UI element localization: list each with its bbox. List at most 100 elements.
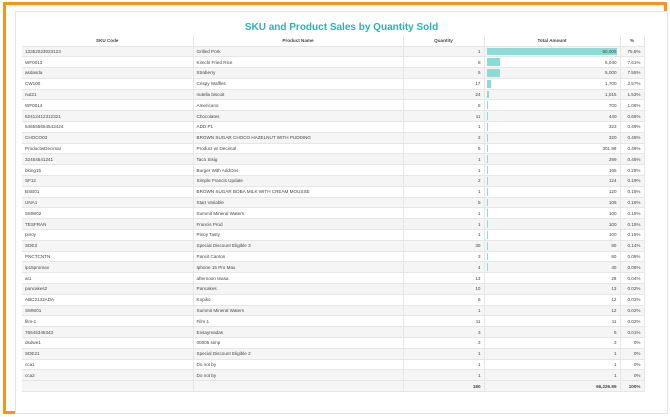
amount-value: 5,000 — [605, 70, 617, 76]
percent: 0.02% — [620, 315, 645, 328]
total-amount-cell: 105 — [484, 197, 621, 209]
quantity: 3 — [403, 251, 485, 263]
header-percent[interactable]: % — [620, 35, 645, 47]
sku-code: SMW02 — [22, 207, 194, 220]
quantity: 2 — [403, 132, 485, 144]
table-row: cca1 Do not by 1 1 0% — [22, 359, 645, 371]
percent: 0.16% — [620, 197, 645, 209]
percent: 0.49% — [620, 121, 645, 133]
quantity: 1 — [403, 229, 485, 241]
quantity: 1 — [403, 207, 485, 220]
total-amount-cell: 299 — [484, 153, 621, 166]
quantity: 5 — [403, 197, 485, 209]
sku-code: SMW01 — [22, 305, 194, 317]
amount-bar — [486, 101, 489, 110]
total-amount-cell: 12 — [484, 305, 621, 317]
report-frame: SKU and Product Sales by Quantity Sold S… — [3, 2, 668, 414]
sku-code: pinoy — [22, 229, 194, 241]
table-row: SDE21 Special Discount Eligible 2 1 1 0% — [22, 348, 645, 360]
table-row: CW100 Crispy Waffles 17 1,700 2.57% — [22, 78, 645, 90]
percent: 0.09% — [620, 251, 645, 263]
quantity: 13 — [403, 272, 485, 285]
product-name: Chocolates — [193, 110, 404, 123]
total-amount-cell: 50,000 — [484, 46, 621, 58]
sku-code: ABC2132ADA — [22, 294, 194, 306]
quantity: 3 — [403, 337, 485, 349]
product-name: Kimchi Fried Rice — [193, 56, 404, 69]
amount-value: 165 — [608, 167, 617, 173]
total-amount-cell: 6 — [484, 326, 621, 339]
amount-value: 301.99 — [602, 146, 617, 152]
product-name: Do not by — [193, 359, 404, 371]
quantity: 1 — [403, 164, 485, 177]
percent: 0.15% — [620, 218, 645, 231]
percent: 0.02% — [620, 283, 645, 295]
product-name: Summit Mineral Waters — [193, 207, 404, 220]
quantity: 6 — [403, 143, 485, 155]
table-row: pinoy Pinoy Tasty 1 100 0.15% — [22, 229, 645, 241]
percent: 7.61% — [620, 56, 645, 69]
header-quantity[interactable]: Quantity — [403, 35, 485, 47]
product-name: BROWN SUGAR CHOCO HAZELNUT WITH PUDDING — [193, 132, 404, 144]
amount-value: 50,000 — [602, 48, 617, 54]
total-amount-cell: 100 — [484, 229, 621, 241]
total-amount-cell: 1 — [484, 369, 621, 382]
total-percent: 100% — [620, 380, 645, 392]
product-name: Simple Francis Update — [193, 175, 404, 187]
total-amount-cell: 165 — [484, 164, 621, 177]
table-row: SF12 Simple Francis Update 2 124 0.19% — [22, 175, 645, 187]
quantity: 10 — [403, 283, 485, 295]
report-card: SKU and Product Sales by Quantity Sold S… — [15, 11, 668, 414]
sku-code: UNA1 — [22, 197, 194, 209]
percent: 0.66% — [620, 110, 645, 123]
quantity: 2 — [403, 175, 485, 187]
product-name: Pancit Canton — [193, 251, 404, 263]
sku-code: WF0014 — [22, 99, 194, 112]
amount-value: 320 — [608, 135, 617, 141]
quantity: 1 — [403, 46, 485, 58]
total-amount-cell: 440 — [484, 110, 621, 123]
sku-code: dsdwe1 — [22, 337, 194, 349]
amount-value: 11 — [611, 318, 617, 324]
product-name: ADD P1 — [193, 121, 404, 133]
product-name: Americano — [193, 99, 404, 112]
amount-value: 90 — [611, 243, 617, 249]
sku-code: SDE3 — [22, 240, 194, 252]
header-product-name[interactable]: Product Name — [193, 35, 404, 47]
table-row: cca2 Do not by 1 1 0% — [22, 369, 645, 382]
sales-table: SKU Code Product Name Quantity Total Amo… — [22, 35, 645, 392]
amount-value: 1 — [613, 372, 617, 378]
table-row: 13352023023123 Grilled Pork 1 50,000 75.… — [22, 46, 645, 58]
product-name: Straberry — [193, 67, 404, 79]
total-amount-cell: 11 — [484, 315, 621, 328]
total-amount-cell: 26 — [484, 272, 621, 285]
amount-value: 40 — [611, 264, 617, 270]
percent: 7.55% — [620, 67, 645, 79]
amount-value: 6 — [613, 329, 617, 335]
product-name: Start Variable — [193, 197, 404, 209]
amount-value: 124 — [608, 178, 617, 184]
header-sku-code[interactable]: SKU Code — [22, 35, 194, 47]
amount-value: 100 — [608, 210, 617, 216]
amount-value: 12 — [611, 308, 617, 314]
amount-bar — [486, 133, 488, 142]
table-row: SMW01 Summit Mineral Waters 1 12 0.02% — [22, 305, 645, 317]
percent: 0% — [620, 359, 645, 371]
sku-code: ProductwDecimal — [22, 143, 194, 155]
table-row: 52412412312321 Chocolates 11 440 0.66% — [22, 110, 645, 123]
total-amount-cell: 320 — [484, 132, 621, 144]
amount-bar — [486, 79, 491, 88]
product-name: Pinoy Tasty — [193, 229, 404, 241]
quantity: 30 — [403, 240, 485, 252]
table-row: WF0014 Americano 5 700 1.06% — [22, 99, 645, 112]
quantity: 1 — [403, 348, 485, 360]
percent: 2.57% — [620, 78, 645, 90]
total-amount-cell: 301.99 — [484, 143, 621, 155]
total-amount-cell: 120 — [484, 186, 621, 198]
sku-code: CHOCO03 — [22, 132, 194, 144]
header-total-amount[interactable]: Total Amount — [484, 35, 621, 47]
amount-value: 1,700 — [605, 81, 617, 87]
total-amount-cell: 1,700 — [484, 78, 621, 90]
sku-code: 546565654543424 — [22, 121, 194, 133]
product-name: afternoon teasa — [193, 272, 404, 285]
